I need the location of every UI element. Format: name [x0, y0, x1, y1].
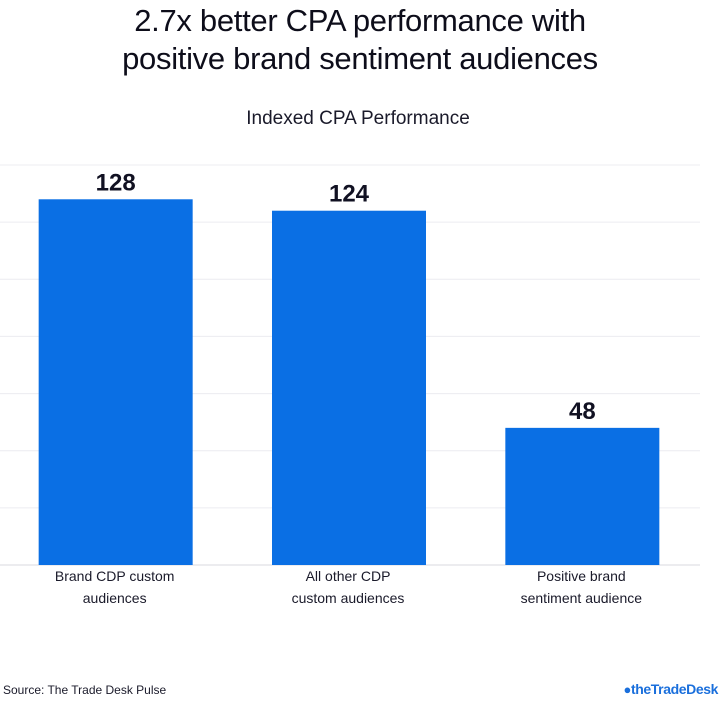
title-line-2: positive brand sentiment audiences	[122, 41, 598, 76]
x-tick-label: audiences	[83, 590, 147, 606]
x-tick-label: custom audiences	[292, 590, 405, 606]
x-tick-label: sentiment audience	[521, 590, 643, 606]
source-note: Source: The Trade Desk Pulse	[3, 683, 167, 697]
bar	[38, 199, 193, 566]
bar	[505, 427, 660, 565]
x-tick-label: Brand CDP custom	[55, 568, 175, 584]
chart-title: 2.7x better CPA performance with positiv…	[0, 2, 720, 78]
brand-name: theTradeDesk	[630, 681, 718, 697]
tradedesk-logo-icon: ●	[623, 682, 632, 697]
data-label: 124	[329, 181, 370, 208]
title-line-1: 2.7x better CPA performance with	[134, 3, 586, 38]
data-label: 128	[96, 169, 136, 196]
chart-subtitle: Indexed CPA Performance	[246, 108, 470, 129]
brand-logo: ●theTradeDesk	[623, 681, 719, 697]
bar	[272, 210, 426, 565]
x-tick-label: All other CDP	[306, 568, 391, 584]
data-label: 48	[569, 398, 596, 425]
x-tick-label: Positive brand	[537, 568, 626, 584]
